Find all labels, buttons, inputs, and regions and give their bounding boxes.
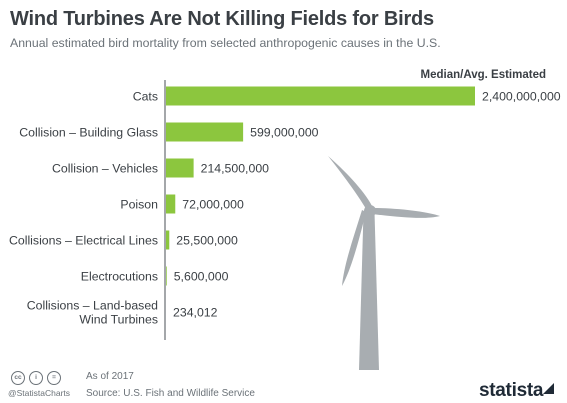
category-label: Electrocutions [81, 270, 158, 284]
category-label: Collisions – Land-based [27, 299, 158, 313]
social-handle: @StatistaCharts [8, 388, 71, 398]
bar-value-label: 214,500,000 [201, 162, 270, 176]
value-column-header: Median/Avg. Estimated [421, 69, 546, 81]
wind-turbine-icon [328, 156, 440, 370]
no-derivatives-icon: = [47, 371, 61, 385]
bar [166, 122, 244, 142]
category-label: Collision – Vehicles [52, 162, 158, 176]
attribution-icon: i [29, 371, 43, 385]
statista-logo[interactable]: statista [479, 380, 544, 401]
bar [166, 230, 170, 250]
bar-value-label: 234,012 [173, 306, 218, 320]
bar-value-label: 599,000,000 [250, 126, 319, 140]
chart-title: Wind Turbines Are Not Killing Fields for… [10, 8, 434, 30]
source-note: Source: U.S. Fish and Wildlife Service [86, 388, 255, 399]
bar [166, 86, 475, 106]
bar [166, 158, 194, 178]
chart-subtitle: Annual estimated bird mortality from sel… [10, 36, 441, 50]
bar-value-label: 72,000,000 [182, 198, 244, 212]
creative-commons-icon: cc [11, 371, 25, 385]
category-label: Cats [133, 90, 158, 104]
category-label: Collisions – Electrical Lines [9, 234, 158, 248]
license-icons: cc i = [11, 371, 65, 385]
bar-value-label: 5,600,000 [174, 270, 229, 284]
bar-value-label: 25,500,000 [176, 234, 238, 248]
category-label: Collision – Building Glass [19, 126, 158, 140]
bar [166, 194, 176, 214]
statista-logo-mark-icon [543, 383, 554, 394]
as-of-note: As of 2017 [86, 371, 134, 382]
bar-value-label: 2,400,000,000 [482, 90, 561, 104]
bar [166, 266, 167, 286]
category-label: Wind Turbines [79, 313, 158, 327]
category-label: Poison [120, 198, 158, 212]
